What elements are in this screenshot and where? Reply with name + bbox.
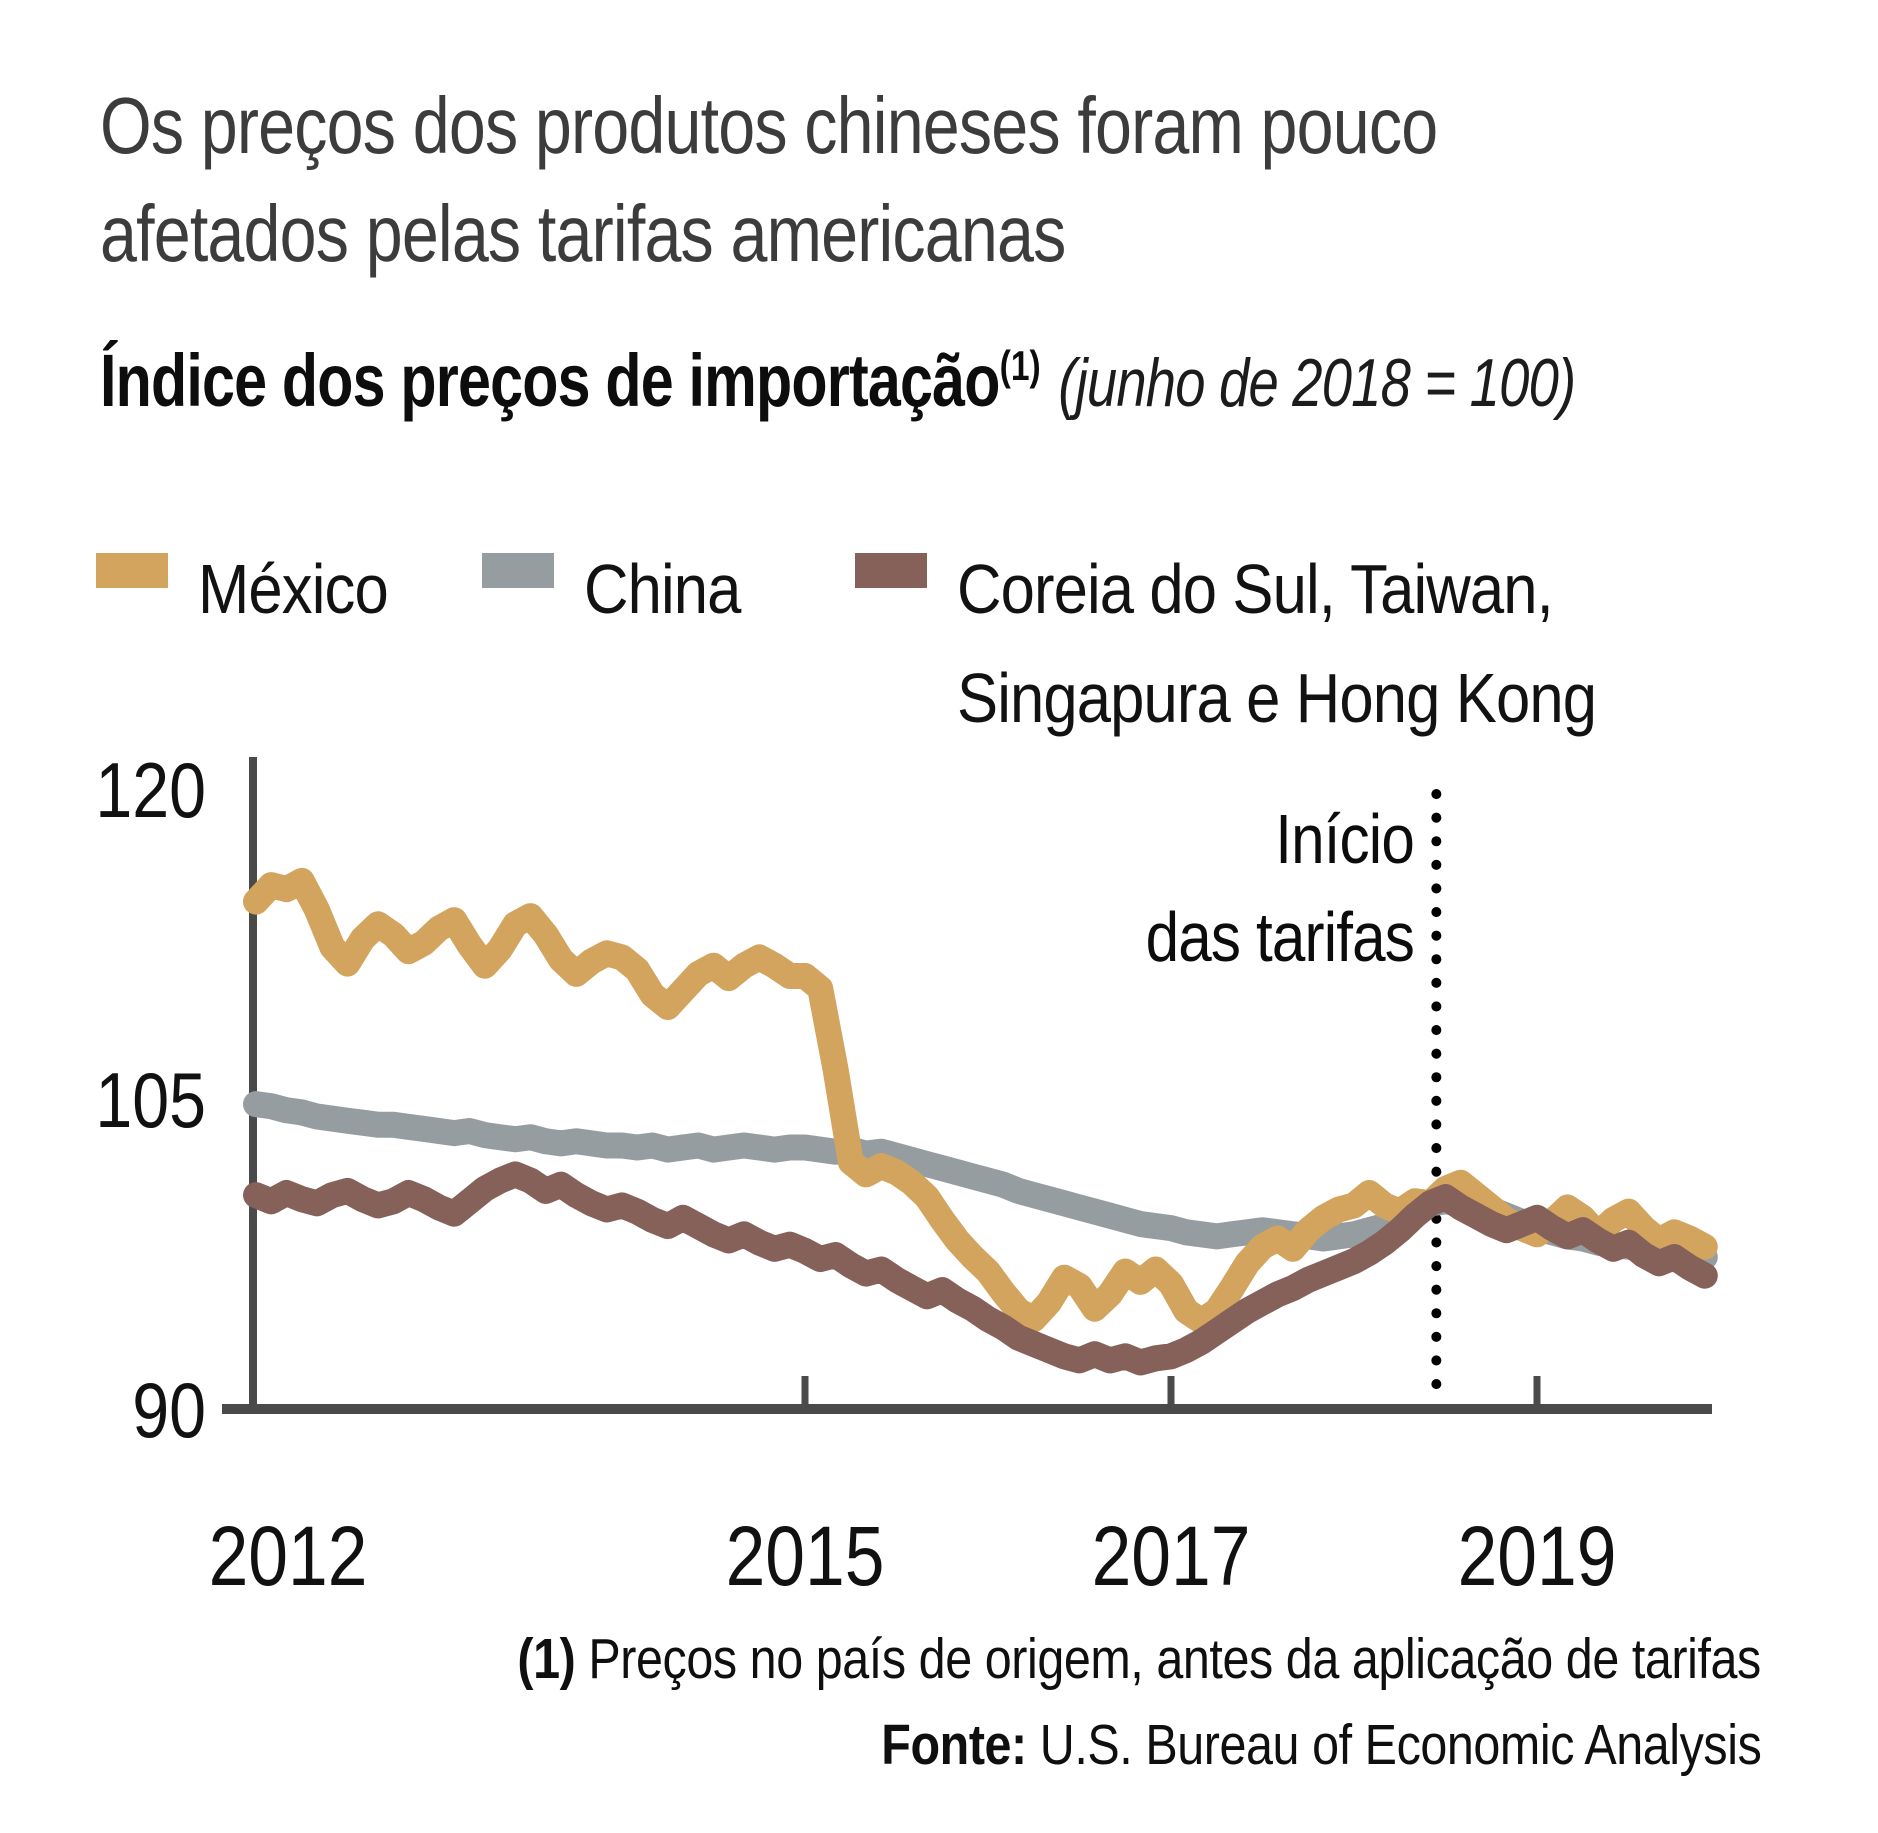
tariff-annotation-line1: Início xyxy=(1275,800,1415,878)
x-axis-line xyxy=(222,1404,1712,1414)
x-axis-tick xyxy=(1533,1376,1541,1404)
subtitle-note: (junho de 2018 = 100) xyxy=(1058,345,1576,421)
mexico-swatch-icon xyxy=(96,553,168,588)
legend-item-coreia-group: Coreia do Sul, Taiwan, Singapura e Hong … xyxy=(855,549,1683,752)
coreia-group-swatch-icon xyxy=(855,553,927,588)
series-line-coreia-group xyxy=(243,1161,1718,1376)
footnote-marker: (1) xyxy=(517,1627,576,1691)
series-line-mexico xyxy=(243,867,1718,1335)
subtitle-footnote-marker: (1) xyxy=(999,342,1041,389)
subtitle-label: Índice dos preços de importação xyxy=(100,339,1000,422)
legend-label-coreia-line2: Singapura e Hong Kong xyxy=(957,658,1597,737)
y-axis-label: 120 xyxy=(95,747,206,834)
legend: México China Coreia do Sul, Taiwan, Sing… xyxy=(0,549,1878,737)
china-swatch-icon xyxy=(482,553,554,588)
x-axis-label: 2019 xyxy=(1458,1508,1617,1603)
y-axis-line xyxy=(249,757,257,1414)
legend-label-mexico: México xyxy=(198,550,389,628)
tariff-annotation-line2: das tarifas xyxy=(1145,898,1415,976)
source-text: U.S. Bureau of Economic Analysis xyxy=(1026,1713,1761,1777)
legend-item-china: China xyxy=(482,549,762,644)
source-credit: Fonte: U.S. Bureau of Economic Analysis xyxy=(881,1712,1761,1778)
page-title: Os preços dos produtos chineses foram po… xyxy=(100,72,1511,288)
x-axis-tick xyxy=(1167,1376,1175,1404)
source-label: Fonte: xyxy=(880,1713,1027,1777)
legend-label-coreia-line1: Coreia do Sul, Taiwan, xyxy=(957,550,1554,628)
y-axis-label: 105 xyxy=(95,1057,206,1144)
footnote: (1) Preços no país de origem, antes da a… xyxy=(517,1626,1762,1692)
title-line-2: afetados pelas tarifas americanas xyxy=(100,189,1066,278)
tariff-annotation: Início das tarifas xyxy=(1145,790,1415,986)
y-axis-label: 90 xyxy=(132,1367,206,1454)
chart-subtitle: Índice dos preços de importação(1) (junho… xyxy=(100,338,1576,423)
x-axis-tick xyxy=(801,1376,809,1404)
x-axis-label: 2012 xyxy=(209,1508,368,1603)
legend-item-mexico: México xyxy=(96,549,414,644)
title-line-1: Os preços dos produtos chineses foram po… xyxy=(100,81,1438,170)
footnote-text: Preços no país de origem, antes da aplic… xyxy=(575,1627,1762,1691)
x-axis-label: 2015 xyxy=(726,1508,885,1603)
legend-label-china: China xyxy=(584,550,741,628)
x-axis-label: 2017 xyxy=(1092,1508,1251,1603)
legend-label-coreia-group: Coreia do Sul, Taiwan, Singapura e Hong … xyxy=(957,535,1597,752)
